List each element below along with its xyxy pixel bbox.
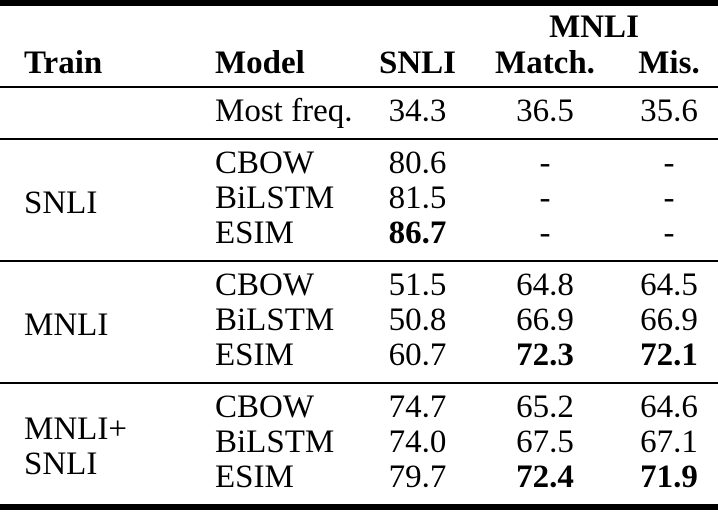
table-row: SNLI CBOW 80.6 - - [0, 139, 718, 221]
col-header-mis: Mis. [638, 45, 700, 81]
snli-value-cell: 79.7 [388, 460, 447, 495]
match-value-cell: 67.5 [516, 425, 574, 460]
match-value-cell: - [539, 181, 551, 216]
table-row: ESIM 86.7 - - [0, 216, 718, 261]
mis-value-cell: - [663, 181, 675, 216]
mis-value-cell: 35.6 [640, 93, 698, 129]
match-value-cell-best: 72.3 [516, 338, 574, 373]
model-cell: BiLSTM [215, 181, 335, 216]
model-cell: ESIM [215, 338, 294, 373]
table-row: BiLSTM 81.5 - - [0, 181, 718, 216]
table-row: ESIM 60.7 72.3 72.1 [0, 338, 718, 383]
match-value-cell: - [539, 145, 551, 181]
baseline-section: Most freq. 34.3 36.5 35.6 [0, 87, 718, 139]
model-cell: CBOW [215, 389, 314, 425]
match-value-cell: 65.2 [516, 389, 574, 425]
snli-value-cell: 60.7 [388, 338, 447, 373]
model-cell: Most freq. [215, 93, 353, 129]
train-group-label: MNLI [24, 306, 109, 343]
table-row: ESIM 79.7 72.4 71.9 [0, 460, 718, 507]
column-header-row: Train Model SNLI Match. Mis. [0, 45, 718, 87]
train-group-label: MNLI+ SNLI [24, 411, 127, 482]
snli-value-cell: 34.3 [388, 93, 447, 129]
model-cell: BiLSTM [215, 425, 335, 460]
mnli-train-section: MNLI CBOW 51.5 64.8 64.5 BiLSTM 50.8 66.… [0, 261, 718, 383]
model-cell: CBOW [215, 145, 314, 181]
col-header-snli: SNLI [378, 45, 457, 81]
model-cell: BiLSTM [215, 303, 335, 338]
match-value-cell: 66.9 [516, 303, 574, 338]
snli-value-cell: 50.8 [388, 303, 447, 338]
model-cell: CBOW [215, 267, 314, 303]
match-value-cell: 64.8 [516, 267, 574, 303]
match-value-cell: 36.5 [516, 93, 574, 129]
table-row: BiLSTM 50.8 66.9 66.9 [0, 303, 718, 338]
match-value-cell: - [539, 216, 551, 251]
table-header: MNLI Train Model SNLI Match. Mis. [0, 3, 718, 87]
mnli-group-header: MNLI [549, 9, 639, 45]
mis-value-cell-best: 72.1 [640, 338, 698, 373]
table-row: MNLI CBOW 51.5 64.8 64.5 [0, 261, 718, 343]
mis-value-cell: 66.9 [640, 303, 698, 338]
mis-value-cell: 64.6 [640, 389, 698, 425]
empty-header-cell [365, 3, 470, 45]
col-header-match: Match. [495, 45, 595, 81]
mis-value-cell: 67.1 [640, 425, 698, 460]
mis-value-cell: - [663, 145, 675, 181]
model-cell: ESIM [215, 460, 294, 495]
snli-value-cell: 74.7 [388, 389, 447, 425]
snli-train-section: SNLI CBOW 80.6 - - BiLSTM 81.5 - - ESIM … [0, 139, 718, 261]
col-header-train: Train [24, 45, 103, 81]
mis-value-cell: 64.5 [640, 267, 698, 303]
spanning-header-row: MNLI [0, 3, 718, 45]
col-header-model: Model [215, 45, 305, 81]
match-value-cell-best: 72.4 [516, 460, 574, 495]
snli-value-cell: 74.0 [388, 425, 447, 460]
train-cell-empty [0, 87, 190, 139]
table-row: Most freq. 34.3 36.5 35.6 [0, 87, 718, 139]
mnli-snli-train-section: MNLI+ SNLI CBOW 74.7 65.2 64.6 BiLSTM 74… [0, 383, 718, 507]
snli-value-cell-best: 86.7 [388, 216, 447, 251]
table-row: BiLSTM 74.0 67.5 67.1 [0, 425, 718, 460]
table-row: MNLI+ SNLI CBOW 74.7 65.2 64.6 [0, 383, 718, 482]
empty-header-cell [190, 3, 365, 45]
mis-value-cell: - [663, 216, 675, 251]
snli-value-cell: 81.5 [388, 181, 447, 216]
snli-value-cell: 51.5 [388, 267, 447, 303]
empty-header-cell [0, 3, 190, 45]
model-cell: ESIM [215, 216, 294, 251]
snli-value-cell: 80.6 [388, 145, 447, 181]
mis-value-cell-best: 71.9 [640, 460, 698, 495]
train-group-label: SNLI [24, 184, 98, 221]
